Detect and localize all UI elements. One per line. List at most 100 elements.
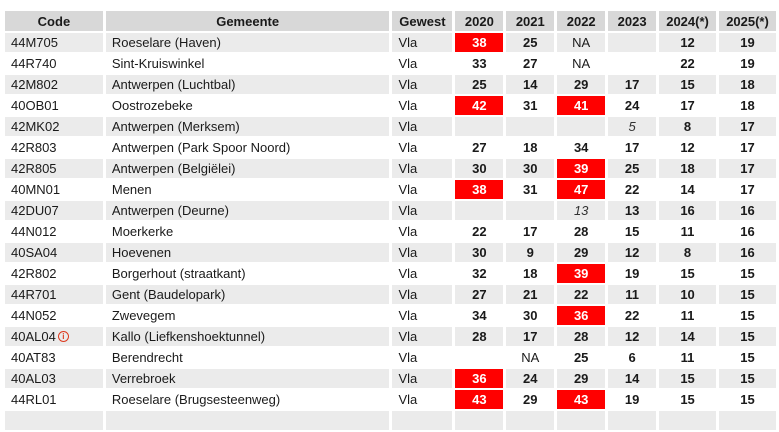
table-row-partial	[5, 411, 776, 430]
year-value-cell-2023	[608, 54, 657, 73]
partial-cell	[557, 411, 606, 430]
table-row: 44RL01 Roeselare (Brugsesteenweg) Vla 43 29 4…	[5, 390, 776, 409]
code-cell: 40AL03	[5, 369, 103, 388]
partial-cell	[5, 411, 103, 430]
year-value-cell-2020: 33	[455, 54, 504, 73]
gemeente-cell: Zwevegem	[105, 306, 390, 325]
year-value-cell-2022: 34	[557, 138, 606, 157]
partial-cell	[105, 411, 390, 430]
year-value-cell-2025: 15	[719, 348, 776, 367]
year-value-cell-2020: 30	[455, 243, 504, 262]
year-value-cell-2021: 9	[506, 243, 555, 262]
gewest-cell: Vla	[392, 306, 453, 325]
year-value-cell-2021: 14	[506, 75, 555, 94]
year-value-cell-2024: 17	[659, 96, 717, 115]
year-value-cell-2021: 31	[506, 96, 555, 115]
table-row: 40AL04 i Kallo (Liefkenshoektunnel) Vla 28 17…	[5, 327, 776, 346]
year-value-cell-2022: NA	[557, 54, 606, 73]
measurement-stations-table: Code Gemeente Gewest 2020 2021 2022 2023…	[2, 9, 779, 432]
column-header-gewest: Gewest	[392, 11, 453, 31]
partial-cell	[506, 411, 555, 430]
partial-cell	[392, 411, 453, 430]
column-header-2021: 2021	[506, 11, 555, 31]
code-cell: 42MK02	[5, 117, 103, 136]
year-value-cell-2022: 39	[557, 159, 606, 178]
year-value-cell-2024: 15	[659, 390, 717, 409]
year-value-cell-2024: 8	[659, 243, 717, 262]
year-value-cell-2020	[455, 117, 504, 136]
year-value-cell-2022: 47	[557, 180, 606, 199]
partial-cell	[719, 411, 776, 430]
year-value-cell-2020: 38	[455, 180, 504, 199]
code-cell: 44N052	[5, 306, 103, 325]
year-value-cell-2024: 8	[659, 117, 717, 136]
table-row: 40MN01 Menen Vla 38 31 47 22 14 17	[5, 180, 776, 199]
code-cell: 44R701	[5, 285, 103, 304]
year-value-cell-2023: 24	[608, 96, 657, 115]
gewest-cell: Vla	[392, 75, 453, 94]
year-value-cell-2020: 34	[455, 306, 504, 325]
year-value-cell-2025: 18	[719, 75, 776, 94]
year-value-cell-2024: 11	[659, 222, 717, 241]
year-value-cell-2022: 39	[557, 264, 606, 283]
column-header-2025: 2025(*)	[719, 11, 776, 31]
year-value-cell-2021: 17	[506, 327, 555, 346]
gemeente-cell: Hoevenen	[105, 243, 390, 262]
gewest-cell: Vla	[392, 159, 453, 178]
year-value-cell-2023: 22	[608, 180, 657, 199]
year-value-cell-2022: 29	[557, 369, 606, 388]
year-value-cell-2021: 30	[506, 306, 555, 325]
info-icon[interactable]: i	[57, 331, 69, 342]
table-row: 44R740 Sint-Kruiswinkel Vla 33 27 NA 22 19	[5, 54, 776, 73]
year-value-cell-2021: 27	[506, 54, 555, 73]
year-value-cell-2023: 25	[608, 159, 657, 178]
year-value-cell-2022: 28	[557, 327, 606, 346]
column-header-gemeente: Gemeente	[105, 11, 390, 31]
year-value-cell-2021	[506, 117, 555, 136]
code-cell: 42M802	[5, 75, 103, 94]
year-value-cell-2023: 11	[608, 285, 657, 304]
table-row: 42MK02 Antwerpen (Merksem) Vla 5 8 17	[5, 117, 776, 136]
year-value-cell-2025: 17	[719, 159, 776, 178]
gewest-cell: Vla	[392, 33, 453, 52]
gewest-cell: Vla	[392, 390, 453, 409]
year-value-cell-2024: 15	[659, 264, 717, 283]
gemeente-cell: Antwerpen (Luchtbal)	[105, 75, 390, 94]
column-header-2022: 2022	[557, 11, 606, 31]
year-value-cell-2023: 5	[608, 117, 657, 136]
year-value-cell-2020	[455, 348, 504, 367]
year-value-cell-2020: 43	[455, 390, 504, 409]
year-value-cell-2020: 22	[455, 222, 504, 241]
code-cell: 44M705	[5, 33, 103, 52]
year-value-cell-2021: 18	[506, 138, 555, 157]
table-row: 42R802 Borgerhout (straatkant) Vla 32 18 39 19…	[5, 264, 776, 283]
year-value-cell-2024: 15	[659, 75, 717, 94]
year-value-cell-2020: 27	[455, 138, 504, 157]
year-value-cell-2025: 15	[719, 285, 776, 304]
year-value-cell-2022: 41	[557, 96, 606, 115]
year-value-cell-2022: 22	[557, 285, 606, 304]
year-value-cell-2024: 12	[659, 138, 717, 157]
table-row: 42R803 Antwerpen (Park Spoor Noord) Vla 27 1…	[5, 138, 776, 157]
table-body: 44M705 Roeselare (Haven) Vla 38 25 NA 12 19 44R7…	[5, 33, 776, 430]
year-value-cell-2023: 19	[608, 264, 657, 283]
year-value-cell-2020: 27	[455, 285, 504, 304]
year-value-cell-2021: 31	[506, 180, 555, 199]
column-header-code: Code	[5, 11, 103, 31]
year-value-cell-2023: 22	[608, 306, 657, 325]
year-value-cell-2025: 15	[719, 327, 776, 346]
column-header-2020: 2020	[455, 11, 504, 31]
year-value-cell-2023	[608, 33, 657, 52]
year-value-cell-2020: 25	[455, 75, 504, 94]
year-value-cell-2023: 12	[608, 327, 657, 346]
year-value-cell-2024: 10	[659, 285, 717, 304]
year-value-cell-2022: 28	[557, 222, 606, 241]
year-value-cell-2025: 16	[719, 201, 776, 220]
year-value-cell-2020: 32	[455, 264, 504, 283]
gemeente-cell: Gent (Baudelopark)	[105, 285, 390, 304]
table-row: 42M802 Antwerpen (Luchtbal) Vla 25 14 29 17 15 1…	[5, 75, 776, 94]
gemeente-cell: Verrebroek	[105, 369, 390, 388]
year-value-cell-2020: 30	[455, 159, 504, 178]
year-value-cell-2024: 11	[659, 306, 717, 325]
gemeente-cell: Antwerpen (Park Spoor Noord)	[105, 138, 390, 157]
